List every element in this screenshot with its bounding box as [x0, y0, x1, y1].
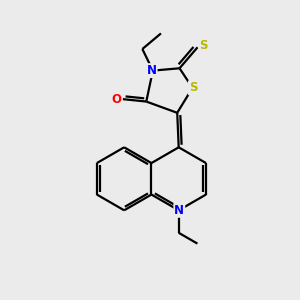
Text: S: S [199, 39, 208, 52]
Text: N: N [174, 204, 184, 217]
Text: O: O [111, 93, 121, 106]
Text: N: N [147, 64, 157, 77]
Text: S: S [189, 81, 197, 94]
